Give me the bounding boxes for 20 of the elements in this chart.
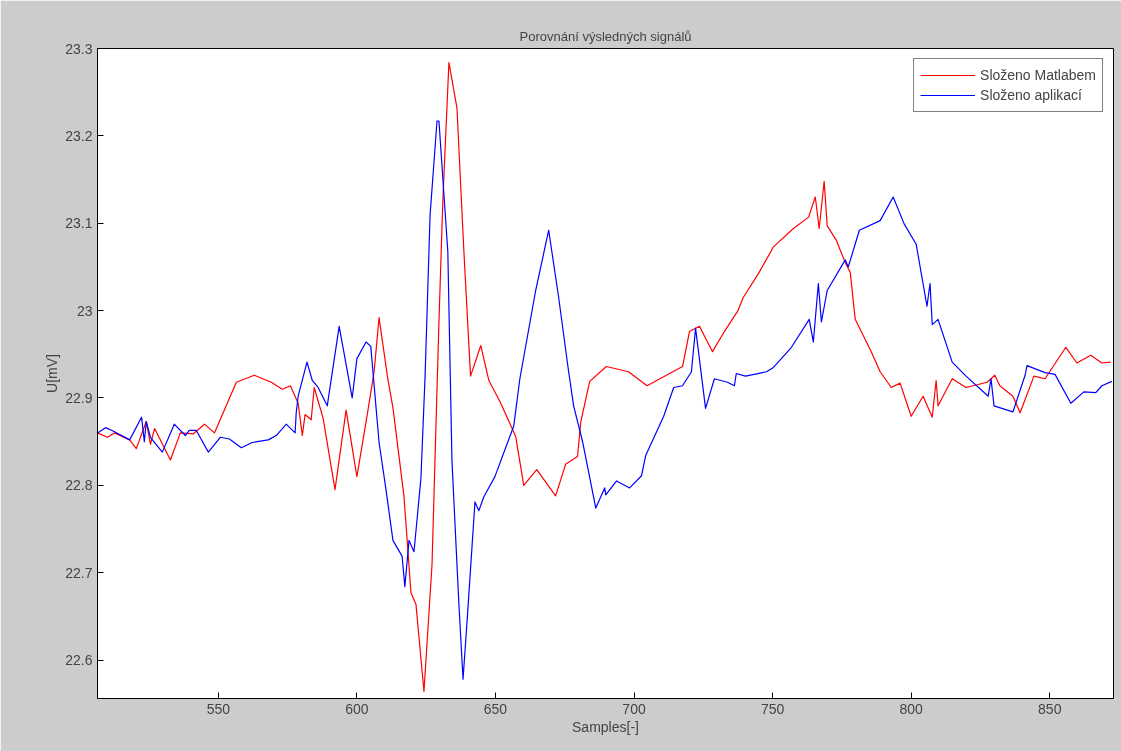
y-tick-label: 23.1 (65, 215, 93, 232)
y-axis-title: U[mV] (44, 354, 61, 393)
legend-label: Složeno aplikací (980, 87, 1082, 103)
x-tick-label: 550 (206, 700, 231, 717)
y-tick-label: 22.9 (65, 389, 93, 406)
y-tick-label: 22.7 (65, 564, 93, 581)
y-tick-label: 22.6 (65, 652, 93, 669)
y-tick-label: 23.3 (65, 40, 93, 57)
x-tick-label: 600 (345, 700, 369, 717)
chart-title: Porovnání výsledných signálů (519, 28, 692, 44)
legend-label: Složeno Matlabem (980, 67, 1096, 83)
y-tick-label: 22.8 (65, 477, 93, 494)
x-tick-label: 800 (899, 700, 924, 717)
x-tick-label: 850 (1038, 700, 1062, 717)
x-tick-label: 700 (622, 700, 646, 717)
x-tick-label: 650 (483, 700, 508, 717)
x-axis-title: Samples[-] (572, 718, 639, 735)
y-tick-label: 23.2 (65, 127, 93, 144)
x-tick-label: 750 (760, 700, 785, 717)
y-tick-label: 23 (76, 302, 93, 319)
